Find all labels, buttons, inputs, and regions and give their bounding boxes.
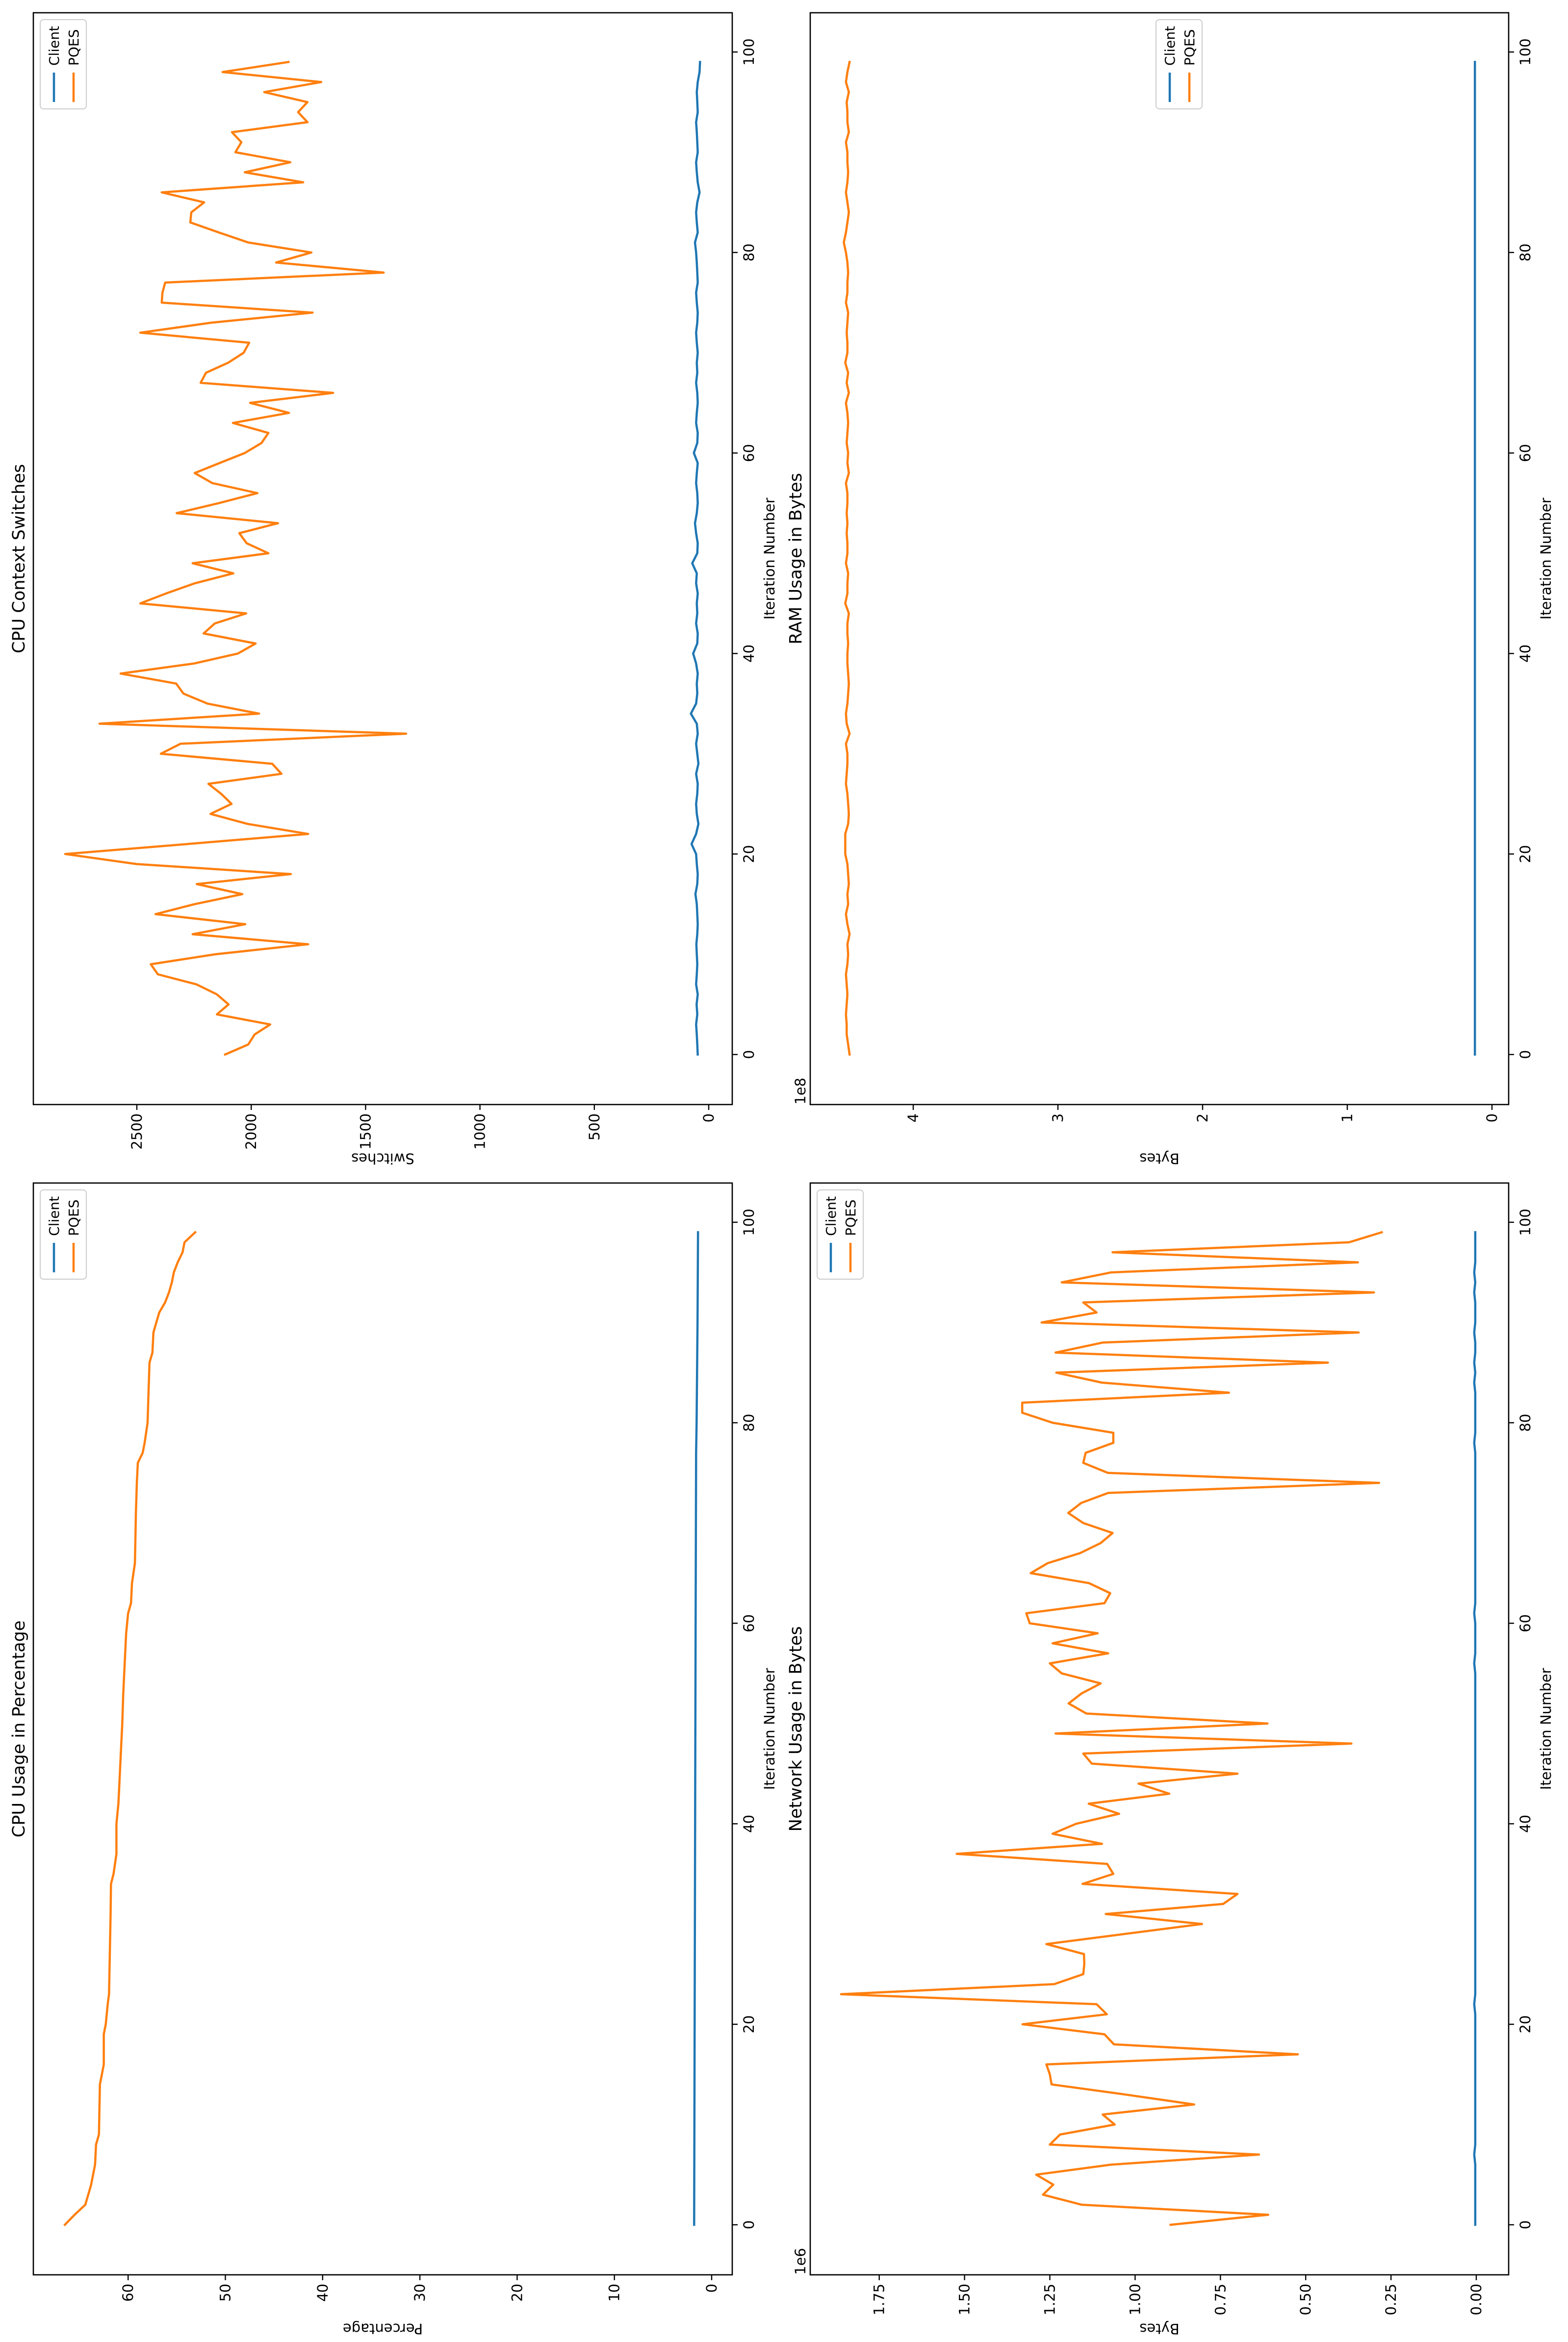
x-tick-label: 40 (1517, 644, 1534, 663)
x-tick-label: 60 (1517, 1614, 1534, 1632)
legend-label-client: Client (1162, 26, 1178, 66)
y-axis-label: Bytes (1139, 1150, 1179, 1167)
legend: Client PQES (40, 1189, 87, 1280)
y-tick-label: 30 (411, 2284, 428, 2302)
y-tick-label: 4 (905, 1113, 922, 1122)
x-tick-label: 80 (741, 1414, 757, 1432)
x-tick-label: 0 (741, 2220, 757, 2229)
y-tick-label: 20 (509, 2284, 525, 2302)
x-tick-label: 40 (1517, 1815, 1534, 1833)
axis-offset-text: 1e6 (792, 2248, 809, 2275)
x-tick-label: 100 (1517, 1209, 1534, 1235)
y-tick-label: 40 (314, 2284, 331, 2302)
y-tick-label: 2500 (129, 1113, 145, 1150)
legend-label-client: Client (46, 1196, 62, 1236)
y-tick-label: 1.00 (1127, 2284, 1143, 2316)
legend-frame (817, 1189, 864, 1280)
x-tick-label: 60 (741, 444, 757, 462)
legend-label-client: Client (46, 26, 62, 66)
series-line-client (1473, 1231, 1477, 2226)
x-axis-label: Iteration Number (1538, 498, 1554, 620)
legend-frame (1156, 19, 1203, 109)
x-tick-label: 80 (741, 243, 757, 261)
axis-offset-text: 1e8 (792, 1078, 809, 1105)
series-line-pqes (840, 1231, 1384, 2226)
x-tick-label: 100 (1517, 38, 1534, 65)
y-tick-label: 1.50 (956, 2284, 973, 2316)
legend-label-pqes: PQES (1182, 29, 1198, 66)
x-tick-label: 0 (741, 1050, 757, 1059)
x-tick-label: 20 (741, 2015, 757, 2033)
y-tick-label: 1.75 (871, 2284, 888, 2316)
y-tick-label: 0.75 (1212, 2284, 1229, 2316)
y-tick-label: 2000 (243, 1113, 259, 1150)
legend-label-pqes: PQES (843, 1200, 859, 1236)
x-axis-label: Iteration Number (761, 498, 778, 620)
x-tick-label: 0 (1517, 1050, 1534, 1059)
series-line-client (693, 1231, 699, 2226)
x-tick-label: 100 (741, 38, 757, 65)
legend: Client PQES (40, 19, 87, 109)
y-tick-label: 50 (217, 2284, 234, 2302)
legend: Client PQES (1156, 19, 1203, 109)
axes-frame (809, 12, 1510, 1106)
y-axis-label: Switches (351, 1150, 414, 1167)
chart-title: CPU Context Switches (9, 464, 29, 653)
x-tick-label: 80 (1517, 243, 1534, 261)
legend: Client PQES (817, 1189, 864, 1280)
axes-frame (32, 1182, 733, 2276)
x-axis-label: Iteration Number (1538, 1668, 1554, 1790)
x-tick-label: 80 (1517, 1414, 1534, 1432)
axes-frame (809, 1182, 1510, 2276)
x-tick-label: 20 (741, 845, 757, 863)
y-tick-label: 1500 (357, 1113, 374, 1150)
x-tick-label: 20 (1517, 2015, 1534, 2033)
series-line-client (690, 61, 701, 1056)
y-axis-label: Percentage (343, 2320, 423, 2337)
y-tick-label: 1000 (472, 1113, 488, 1150)
y-tick-label: 10 (606, 2284, 623, 2302)
y-tick-label: 60 (120, 2284, 136, 2302)
y-tick-label: 2 (1194, 1113, 1211, 1122)
legend-label-client: Client (823, 1196, 839, 1236)
x-tick-label: 100 (741, 1209, 757, 1235)
axes-frame (32, 12, 733, 1106)
series-line-pqes (64, 60, 408, 1056)
series-line-pqes (63, 1231, 197, 2227)
x-axis-label: Iteration Number (761, 1668, 778, 1790)
x-tick-label: 40 (741, 644, 757, 663)
y-tick-label: 3 (1050, 1113, 1066, 1122)
y-tick-label: 0 (1484, 1113, 1500, 1122)
y-tick-label: 0 (700, 1113, 717, 1122)
legend-label-pqes: PQES (66, 29, 82, 66)
series-line-pqes (843, 60, 851, 1056)
x-tick-label: 40 (741, 1815, 757, 1833)
chart-title: Network Usage in Bytes (786, 1626, 806, 1832)
x-tick-label: 0 (1517, 2220, 1534, 2229)
chart-title: CPU Usage in Percentage (9, 1621, 29, 1837)
y-tick-label: 1 (1339, 1113, 1356, 1122)
legend-frame (40, 19, 87, 109)
chart-title: RAM Usage in Bytes (786, 473, 806, 644)
x-tick-label: 60 (1517, 444, 1534, 462)
legend-frame (40, 1189, 87, 1280)
y-tick-label: 1.25 (1042, 2284, 1058, 2316)
y-tick-label: 0.00 (1468, 2284, 1485, 2316)
x-tick-label: 20 (1517, 845, 1534, 863)
y-tick-label: 0.25 (1383, 2284, 1399, 2316)
chart-cpu-usage: 0 20 40 60 80 100 0 10 20 30 40 50 60 CPU Usage in Pe… (9, 1182, 778, 2337)
y-tick-label: 0 (703, 2284, 720, 2292)
y-tick-label: 0.50 (1297, 2284, 1314, 2316)
y-axis-label: Bytes (1139, 2320, 1179, 2337)
legend-label-pqes: PQES (66, 1200, 82, 1236)
y-tick-label: 500 (586, 1113, 603, 1140)
x-tick-label: 60 (741, 1614, 757, 1632)
chart-network-usage: 0 20 40 60 80 100 0.00 0.25 0.50 0.75 1.00 1.25 1.50… (786, 1182, 1554, 2337)
chart-ram-usage: 0 20 40 60 80 100 0 1 2 3 4 1e8 RAM Usage in Bytes It… (786, 12, 1554, 1167)
